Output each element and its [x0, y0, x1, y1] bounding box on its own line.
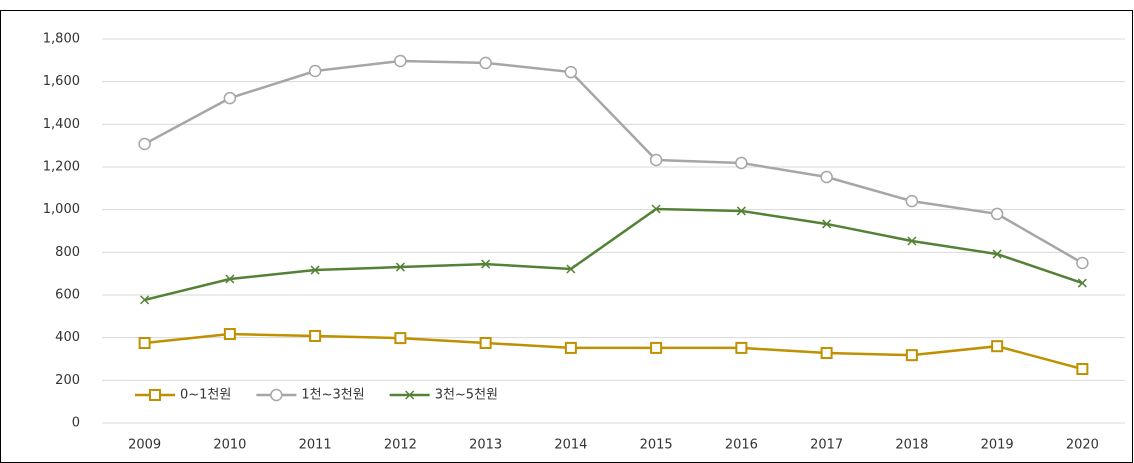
- x-tick-label: 2016: [725, 438, 758, 453]
- x-tick-label: 2018: [895, 438, 928, 453]
- marker: [992, 249, 1002, 259]
- y-tick-label: 1,000: [43, 202, 80, 217]
- x-tick-label: 2011: [299, 438, 332, 453]
- x-tick-label: 2012: [384, 438, 417, 453]
- marker: [564, 341, 577, 354]
- marker: [820, 347, 833, 360]
- marker: [140, 295, 150, 305]
- legend-label: 1천~3천원: [301, 388, 364, 403]
- marker: [735, 341, 748, 354]
- y-tick-label: 1,200: [43, 160, 80, 175]
- x-tick-label: 2020: [1066, 438, 1099, 453]
- marker: [225, 274, 235, 284]
- x-tick-label: 2014: [554, 438, 587, 453]
- marker: [991, 340, 1004, 353]
- marker: [405, 390, 415, 400]
- y-tick-label: 200: [55, 373, 80, 388]
- y-tick-label: 1,800: [43, 32, 80, 47]
- marker: [736, 206, 746, 216]
- marker: [564, 65, 578, 79]
- x-tick-label: 2017: [810, 438, 843, 453]
- marker: [735, 156, 748, 170]
- marker: [907, 236, 917, 246]
- marker: [479, 337, 492, 349]
- series-line: [144, 332, 1083, 371]
- marker: [308, 64, 322, 78]
- y-tick-label: 1,600: [43, 74, 80, 89]
- x-tick-label: 2010: [213, 438, 246, 453]
- marker: [223, 328, 236, 341]
- marker: [649, 153, 663, 167]
- marker: [650, 341, 663, 354]
- x-tick-label: 2019: [981, 438, 1014, 453]
- marker: [481, 259, 491, 269]
- marker: [1076, 363, 1089, 376]
- marker: [270, 388, 283, 402]
- x-tick-label: 2009: [128, 438, 161, 453]
- y-tick-label: 0: [72, 416, 80, 431]
- y-tick-label: 1,400: [43, 117, 80, 132]
- legend-label: 0~1천원: [180, 388, 231, 403]
- marker: [310, 265, 320, 275]
- y-tick-label: 400: [55, 330, 80, 345]
- marker: [309, 329, 322, 342]
- marker: [820, 170, 833, 184]
- marker: [138, 337, 151, 349]
- marker: [651, 204, 661, 214]
- marker: [905, 194, 919, 208]
- marker: [905, 349, 918, 362]
- marker: [149, 389, 161, 401]
- marker: [1077, 278, 1087, 288]
- series-line: [144, 207, 1083, 302]
- marker: [990, 207, 1004, 221]
- marker: [479, 56, 492, 70]
- marker: [1076, 256, 1089, 270]
- chart-frame: [0, 10, 1133, 463]
- marker: [822, 219, 832, 229]
- y-tick-label: 800: [55, 245, 80, 260]
- x-tick-label: 2013: [469, 438, 502, 453]
- legend-label: 3천~5천원: [435, 388, 498, 403]
- marker: [395, 262, 405, 272]
- marker: [394, 332, 407, 345]
- marker: [138, 137, 151, 151]
- marker: [394, 54, 407, 68]
- marker: [223, 91, 237, 105]
- series-line: [144, 59, 1084, 265]
- x-tick-label: 2015: [640, 438, 673, 453]
- y-tick-label: 600: [55, 288, 80, 303]
- marker: [566, 264, 576, 274]
